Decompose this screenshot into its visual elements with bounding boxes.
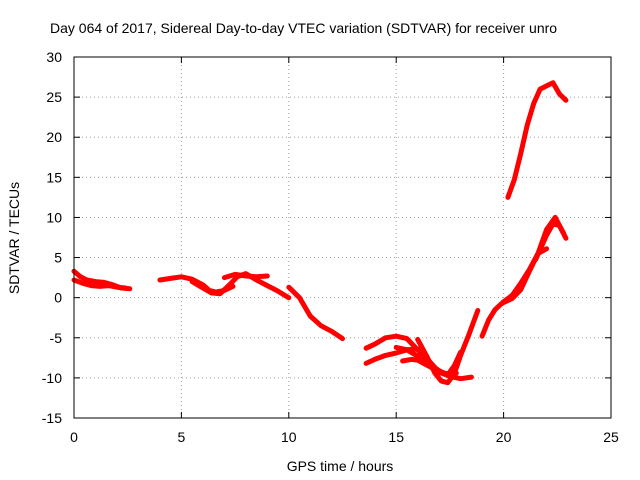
x-tick-labels: 0 5 10 15 20 25	[70, 429, 619, 445]
y-tick-label: 20	[46, 129, 62, 145]
y-tick-label: 30	[46, 49, 62, 65]
y-tick-label: 10	[46, 209, 62, 225]
series-arc-h	[363, 346, 427, 366]
series-arc-p	[505, 80, 569, 200]
y-tick-label: 25	[46, 89, 62, 105]
x-tick-label: 5	[178, 429, 186, 445]
x-axis-label: GPS time / hours	[287, 458, 394, 474]
x-tick-label: 20	[496, 429, 512, 445]
series-arc-b	[71, 277, 129, 291]
y-tick-label: -15	[42, 410, 62, 426]
series-arc-k	[415, 308, 481, 386]
series-arc-l	[445, 349, 464, 378]
x-tick-label: 25	[603, 429, 619, 445]
y-tick-label: 15	[46, 169, 62, 185]
chart-title: Day 064 of 2017, Sidereal Day-to-day VTE…	[50, 20, 557, 36]
y-tick-label: 0	[54, 290, 62, 306]
y-axis-label: SDTVAR / TECUs	[6, 182, 22, 294]
x-tick-label: 15	[388, 429, 404, 445]
y-tick-labels: -15 -10 -5 0 5 10 15 20 25 30	[42, 49, 62, 426]
plot-frame	[73, 56, 612, 419]
series-arc-o	[533, 221, 569, 262]
y-tick-label: -10	[42, 370, 62, 386]
series-arc-e	[221, 271, 270, 281]
axis-ticks	[73, 56, 612, 419]
series-arc-m	[479, 214, 567, 339]
y-tick-label: 5	[54, 250, 62, 266]
data-series	[71, 80, 569, 386]
x-tick-label: 0	[70, 429, 78, 445]
x-tick-label: 10	[281, 429, 297, 445]
series-arc-f	[286, 284, 345, 342]
y-tick-label: -5	[50, 330, 63, 346]
